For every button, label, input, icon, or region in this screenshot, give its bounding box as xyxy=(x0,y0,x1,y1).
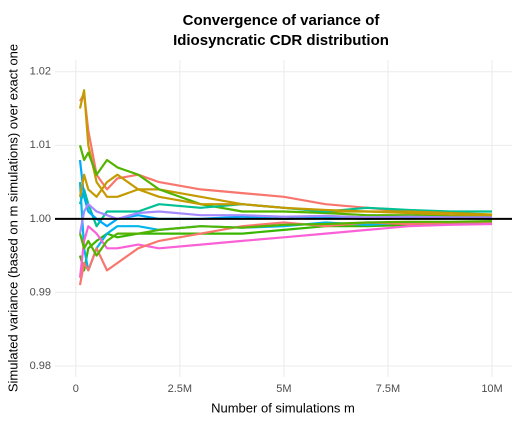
y-tick-label: 0.99 xyxy=(30,286,51,298)
series-line xyxy=(78,220,493,286)
y-tick-label: 0.98 xyxy=(30,360,51,372)
chart-title: Convergence of variance of xyxy=(183,12,381,29)
x-tick-label: 7.5M xyxy=(376,383,400,395)
x-tick-label: 2.5M xyxy=(168,383,192,395)
chart-title: Idiosyncratic CDR distribution xyxy=(173,32,389,49)
y-tick-label: 1.00 xyxy=(30,213,51,225)
series-line xyxy=(78,220,493,257)
x-tick-label: 5M xyxy=(276,383,291,395)
series-line xyxy=(78,145,493,219)
series-line xyxy=(79,92,493,217)
series-line xyxy=(78,203,492,234)
series-line xyxy=(78,173,493,216)
x-tick-label: 10M xyxy=(481,383,502,395)
y-tick-label: 1.01 xyxy=(30,139,51,151)
y-tick-label: 1.02 xyxy=(30,66,51,78)
x-axis-title: Number of simulations m xyxy=(211,400,355,415)
series-line xyxy=(78,221,493,272)
series-line xyxy=(78,222,493,278)
x-tick-label: 0 xyxy=(73,383,79,395)
y-axis-title: Simulated variance (based on m simulatio… xyxy=(5,44,20,392)
